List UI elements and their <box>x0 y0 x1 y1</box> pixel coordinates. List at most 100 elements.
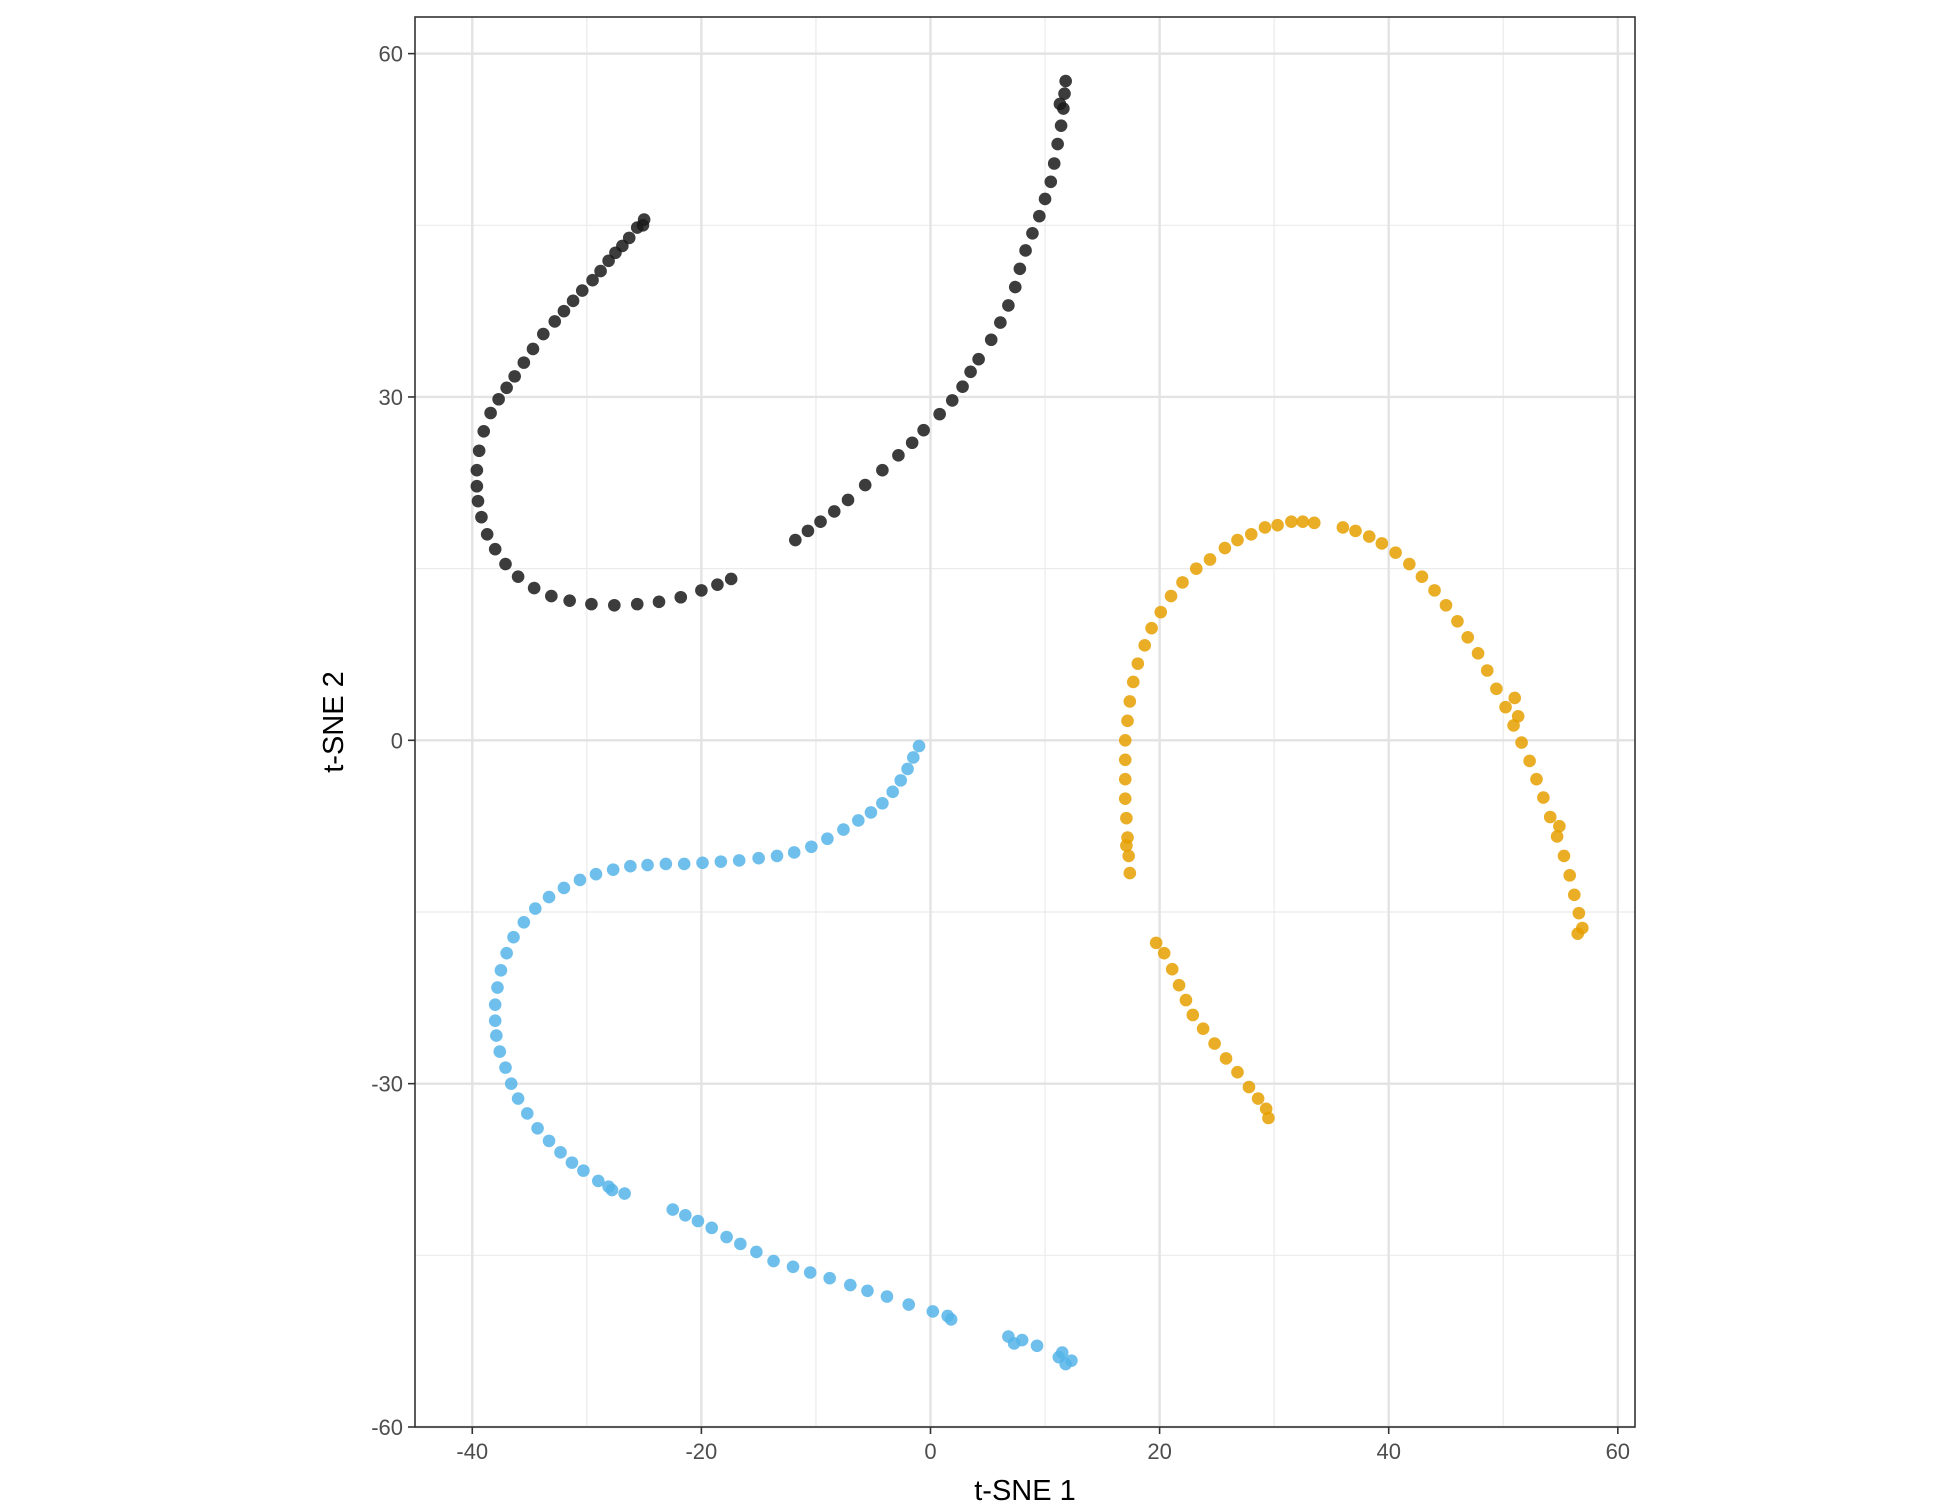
data-point <box>1543 810 1557 824</box>
data-point <box>1523 754 1536 768</box>
data-point <box>861 1284 874 1298</box>
data-point <box>1118 792 1132 805</box>
data-point <box>471 494 485 508</box>
data-point <box>1244 528 1258 541</box>
data-point <box>901 762 914 776</box>
data-point <box>1123 695 1137 708</box>
x-tick-label: 20 <box>1147 1439 1171 1464</box>
data-point <box>1511 709 1525 723</box>
data-point <box>1026 227 1039 240</box>
data-point <box>945 394 959 407</box>
data-point <box>1138 639 1152 652</box>
data-point <box>508 370 521 383</box>
data-point <box>844 1278 857 1292</box>
data-point <box>823 1271 836 1285</box>
data-point <box>602 1180 615 1193</box>
data-point <box>1120 839 1133 852</box>
x-tick-label: 60 <box>1606 1439 1630 1464</box>
data-point <box>752 851 765 865</box>
data-point <box>944 1313 958 1326</box>
data-point <box>886 785 899 799</box>
data-point <box>1203 553 1217 566</box>
data-point <box>1118 772 1132 786</box>
data-point <box>1145 621 1158 635</box>
data-point <box>1149 936 1163 950</box>
data-point <box>566 294 580 308</box>
x-tick-label: 0 <box>924 1439 936 1464</box>
data-point <box>1054 119 1068 133</box>
data-point <box>470 479 484 493</box>
data-point <box>674 590 688 604</box>
data-point <box>905 436 919 450</box>
data-point <box>1051 137 1064 151</box>
data-point <box>972 352 985 366</box>
data-point <box>1030 1339 1044 1353</box>
data-point <box>1296 515 1310 529</box>
data-point <box>589 867 603 881</box>
data-point <box>691 1214 705 1228</box>
data-point <box>917 423 930 437</box>
data-point <box>1058 87 1071 100</box>
x-tick-label: -20 <box>685 1439 717 1464</box>
data-point <box>1179 993 1193 1007</box>
data-point <box>511 1092 525 1105</box>
data-point <box>1415 570 1429 583</box>
data-point <box>1499 700 1512 714</box>
data-point <box>1013 262 1027 276</box>
data-point <box>894 774 908 787</box>
data-point <box>630 221 644 234</box>
data-point <box>507 930 520 944</box>
data-point <box>841 493 855 507</box>
data-point <box>805 840 818 854</box>
data-point <box>517 915 531 929</box>
data-point <box>602 254 615 268</box>
plot-panel-border <box>414 16 1636 1428</box>
data-point <box>1002 299 1015 312</box>
data-point <box>1120 811 1133 825</box>
y-tick-label: -30 <box>371 1072 403 1097</box>
data-point <box>1389 546 1402 559</box>
data-point <box>1008 280 1022 294</box>
data-point <box>500 946 513 960</box>
data-point <box>803 1266 817 1279</box>
data-point <box>492 392 505 406</box>
data-point <box>1550 830 1564 843</box>
data-point <box>554 1146 567 1159</box>
data-point <box>504 1077 518 1090</box>
data-point <box>480 528 494 541</box>
x-tick-label: -40 <box>456 1439 488 1464</box>
data-point <box>586 273 599 287</box>
data-points <box>470 74 1589 1371</box>
x-axis-title: t-SNE 1 <box>974 1475 1076 1507</box>
data-point <box>892 449 905 462</box>
data-point <box>484 406 497 420</box>
data-point <box>1271 518 1284 532</box>
data-point <box>1007 1337 1021 1350</box>
data-point <box>695 584 708 597</box>
data-point <box>499 557 512 571</box>
data-point <box>1176 576 1189 589</box>
data-point <box>786 1260 800 1274</box>
data-point <box>801 524 815 538</box>
data-point <box>956 380 969 393</box>
data-point <box>1461 631 1475 644</box>
data-point <box>494 964 508 977</box>
data-point <box>1362 530 1376 543</box>
data-point <box>1262 1111 1275 1125</box>
data-point <box>548 315 562 328</box>
data-point <box>1123 866 1137 880</box>
data-point <box>1231 533 1244 547</box>
data-point <box>677 857 691 871</box>
data-point <box>705 1221 718 1235</box>
data-point <box>1553 819 1566 833</box>
data-point <box>1508 691 1522 705</box>
data-point <box>1231 1065 1244 1079</box>
data-point <box>565 1156 579 1169</box>
data-point <box>1219 1052 1233 1065</box>
data-point <box>770 849 784 863</box>
data-point <box>1059 1357 1072 1371</box>
data-point <box>724 572 738 586</box>
data-point <box>984 333 998 347</box>
data-point <box>1515 736 1528 749</box>
data-point <box>1157 946 1171 960</box>
